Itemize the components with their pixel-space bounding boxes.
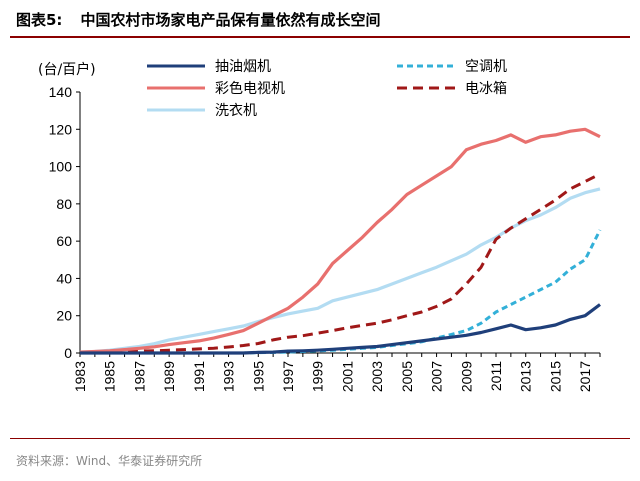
x-tick-label: 2013: [518, 361, 534, 392]
y-tick-label: 80: [56, 196, 72, 212]
x-tick-label: 1985: [102, 361, 118, 392]
x-tick-label: 1991: [191, 361, 207, 392]
x-tick-label: 2007: [429, 361, 445, 392]
x-tick-label: 1997: [280, 361, 296, 392]
series-lines: [79, 127, 602, 355]
x-tick-label: 1983: [72, 361, 88, 392]
series-line-3: [79, 127, 601, 354]
x-tick-label: 2003: [369, 361, 385, 392]
x-tick-label: 2017: [577, 361, 593, 392]
source-rule: [10, 438, 630, 439]
y-tick-label: 120: [49, 121, 73, 137]
y-tick-label: 140: [49, 84, 73, 100]
y-tick-label: 100: [49, 159, 73, 175]
series-line-4: [79, 172, 601, 355]
figure-title-text: 中国农村市场家电产品保有量依然有成长空间: [80, 11, 381, 29]
y-tick-label: 0: [64, 345, 72, 361]
x-tick-label: 2011: [488, 361, 504, 391]
legend-label: 空调机: [465, 59, 507, 75]
x-tick-label: 2015: [547, 361, 563, 392]
figure-number: 图表5:: [16, 11, 63, 29]
legend-label: 洗衣机: [215, 103, 257, 119]
legend-label: 电冰箱: [465, 81, 507, 97]
y-unit-label: (台/百户): [38, 61, 96, 78]
title-rule: [10, 36, 630, 38]
x-tick-label: 1995: [250, 361, 266, 392]
x-tick-label: 1987: [131, 361, 147, 392]
x-tick-label: 1999: [310, 361, 326, 392]
x-tick-label: 1989: [161, 361, 177, 392]
y-tick-label: 40: [56, 270, 72, 286]
x-tick-label: 2001: [339, 361, 355, 392]
series-line-1: [80, 303, 601, 355]
source-note: 资料来源：Wind、华泰证券研究所: [16, 454, 203, 468]
y-tick-label: 20: [56, 308, 72, 324]
series-line-2: [80, 229, 602, 355]
legend-label: 抽油烟机: [215, 59, 271, 75]
line-chart: (台/百户) 0 20 40 60 80 100 120 140 1983 1985 1987 1989…: [38, 59, 602, 392]
figure-title: 图表5: 中国农村市场家电产品保有量依然有成长空间: [16, 9, 380, 30]
x-tick-label: 1993: [221, 361, 237, 392]
series-line-5: [79, 187, 601, 354]
x-tick-label: 2005: [399, 361, 415, 392]
axes: (台/百户) 0 20 40 60 80 100 120 140 1983 1985 1987 1989…: [38, 61, 601, 392]
legend-label: 彩色电视机: [215, 80, 285, 97]
y-tick-label: 60: [56, 233, 72, 249]
x-tick-label: 2009: [458, 361, 474, 392]
